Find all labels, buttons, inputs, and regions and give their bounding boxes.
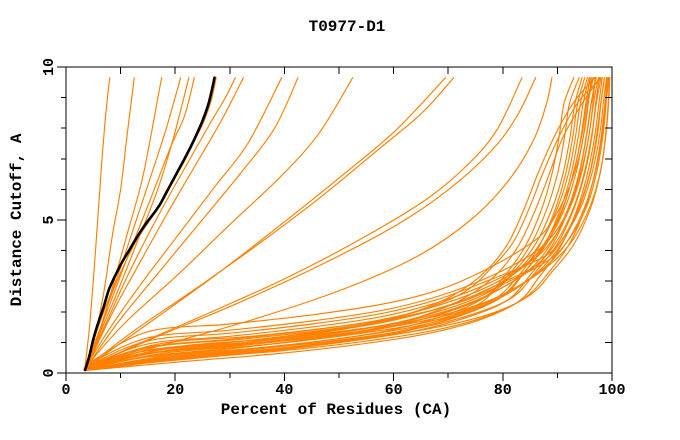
model-curve	[84, 77, 236, 369]
model-curve	[85, 77, 583, 370]
model-curve	[88, 77, 596, 365]
x-tick-label: 20	[166, 382, 184, 399]
axis-ticks	[57, 66, 613, 381]
model-curve	[84, 77, 182, 369]
model-curve	[84, 77, 575, 371]
model-curve	[87, 77, 599, 367]
chart-title: T0977-D1	[309, 18, 386, 36]
model-curve	[85, 77, 588, 369]
model-curve	[86, 77, 245, 368]
highlighted-model-curve	[83, 76, 216, 372]
model-curve	[84, 77, 447, 371]
model-curve	[84, 77, 586, 371]
y-tick-label: 0	[41, 368, 58, 377]
y-axis-label: Distance Cutoff, A	[8, 133, 26, 306]
model-curve	[84, 77, 596, 370]
model-curves	[83, 76, 611, 372]
y-tick-label: 5	[41, 215, 58, 224]
model-curve	[83, 77, 523, 371]
y-tick-label: 10	[41, 58, 58, 76]
x-tick-label: 0	[61, 382, 70, 399]
model-curve	[84, 77, 580, 371]
x-tick-label: 40	[275, 382, 293, 399]
model-curve	[86, 77, 455, 368]
model-curve	[85, 77, 611, 369]
x-tick-label: 100	[598, 382, 625, 399]
model-curve	[83, 77, 195, 371]
model-curve	[84, 77, 111, 368]
model-curve	[85, 77, 603, 369]
x-tick-label: 80	[494, 382, 512, 399]
model-curve	[86, 77, 299, 368]
model-curve	[86, 77, 605, 369]
model-curve	[84, 77, 600, 371]
model-curve	[89, 77, 592, 363]
model-curve	[84, 77, 135, 369]
model-curve	[84, 77, 354, 369]
x-axis-label: Percent of Residues (CA)	[221, 401, 451, 419]
model-curve	[86, 77, 537, 369]
model-curve	[86, 77, 610, 368]
x-tick-label: 60	[385, 382, 403, 399]
model-curve	[83, 77, 283, 371]
model-curve	[84, 77, 610, 371]
model-curve	[87, 77, 608, 366]
model-curve	[85, 77, 602, 369]
tick-labels: 0 20 40 60 80 100 0 5 10	[41, 58, 626, 399]
model-curve	[83, 77, 601, 371]
model-curve	[84, 77, 553, 371]
